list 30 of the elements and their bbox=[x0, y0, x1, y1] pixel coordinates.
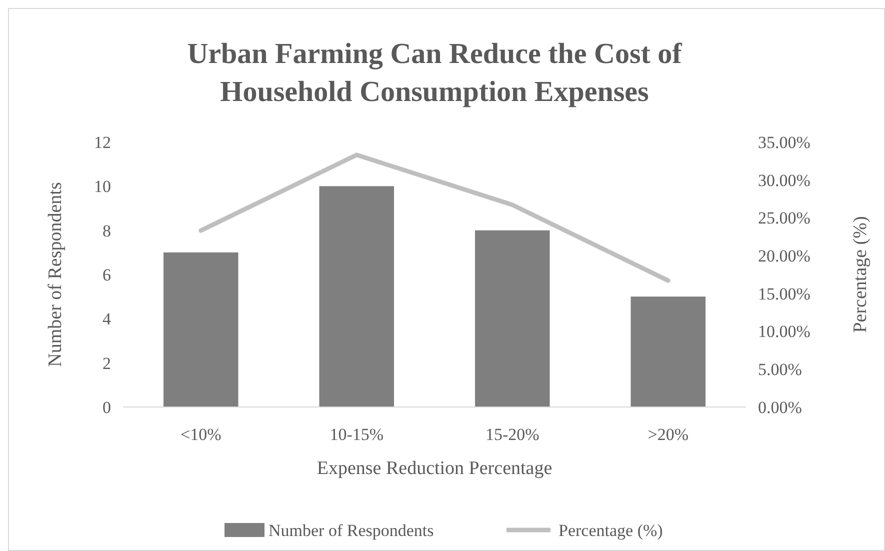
x-tick-label: 15-20% bbox=[485, 425, 540, 444]
x-tick-label: >20% bbox=[648, 425, 688, 444]
y2-tick-label: 5.00% bbox=[758, 360, 802, 380]
y-tick-label: 6 bbox=[102, 265, 111, 284]
bar bbox=[630, 296, 706, 407]
legend-label: Number of Respondents bbox=[268, 520, 434, 540]
chart-title: Urban Farming Can Reduce the Cost of Household Consumption Expenses bbox=[187, 38, 682, 108]
y2-tick-label: 10.00% bbox=[758, 322, 810, 342]
bar bbox=[474, 230, 550, 407]
x-axis-title: Expense Reduction Percentage bbox=[316, 458, 552, 479]
legend-label: Percentage (%) bbox=[558, 520, 663, 540]
y2-axis-title: Percentage (%) bbox=[850, 216, 871, 333]
y2-tick-label: 35.00% bbox=[758, 132, 810, 152]
y-tick-label: 4 bbox=[102, 310, 112, 329]
x-tick-label: <10% bbox=[180, 425, 222, 444]
y-tick-label: 12 bbox=[94, 132, 111, 152]
y2-tick-label: 15.00% bbox=[758, 284, 810, 304]
bar bbox=[163, 252, 238, 407]
y2-tick-label: 30.00% bbox=[758, 170, 810, 190]
x-tick-label: 10-15% bbox=[330, 425, 384, 444]
y2-tick-label: 25.00% bbox=[758, 208, 810, 228]
y-tick-label: 2 bbox=[102, 354, 111, 373]
bar bbox=[319, 186, 394, 407]
y-axis-title: Number of Respondents bbox=[45, 182, 66, 367]
y2-tick-label: 0.00% bbox=[758, 398, 802, 417]
y-tick-label: 0 bbox=[102, 398, 111, 417]
y-tick-label: 8 bbox=[102, 221, 111, 240]
line-series bbox=[198, 152, 670, 283]
y2-tick-label: 20.00% bbox=[758, 246, 810, 266]
y-tick-label: 10 bbox=[94, 177, 111, 196]
